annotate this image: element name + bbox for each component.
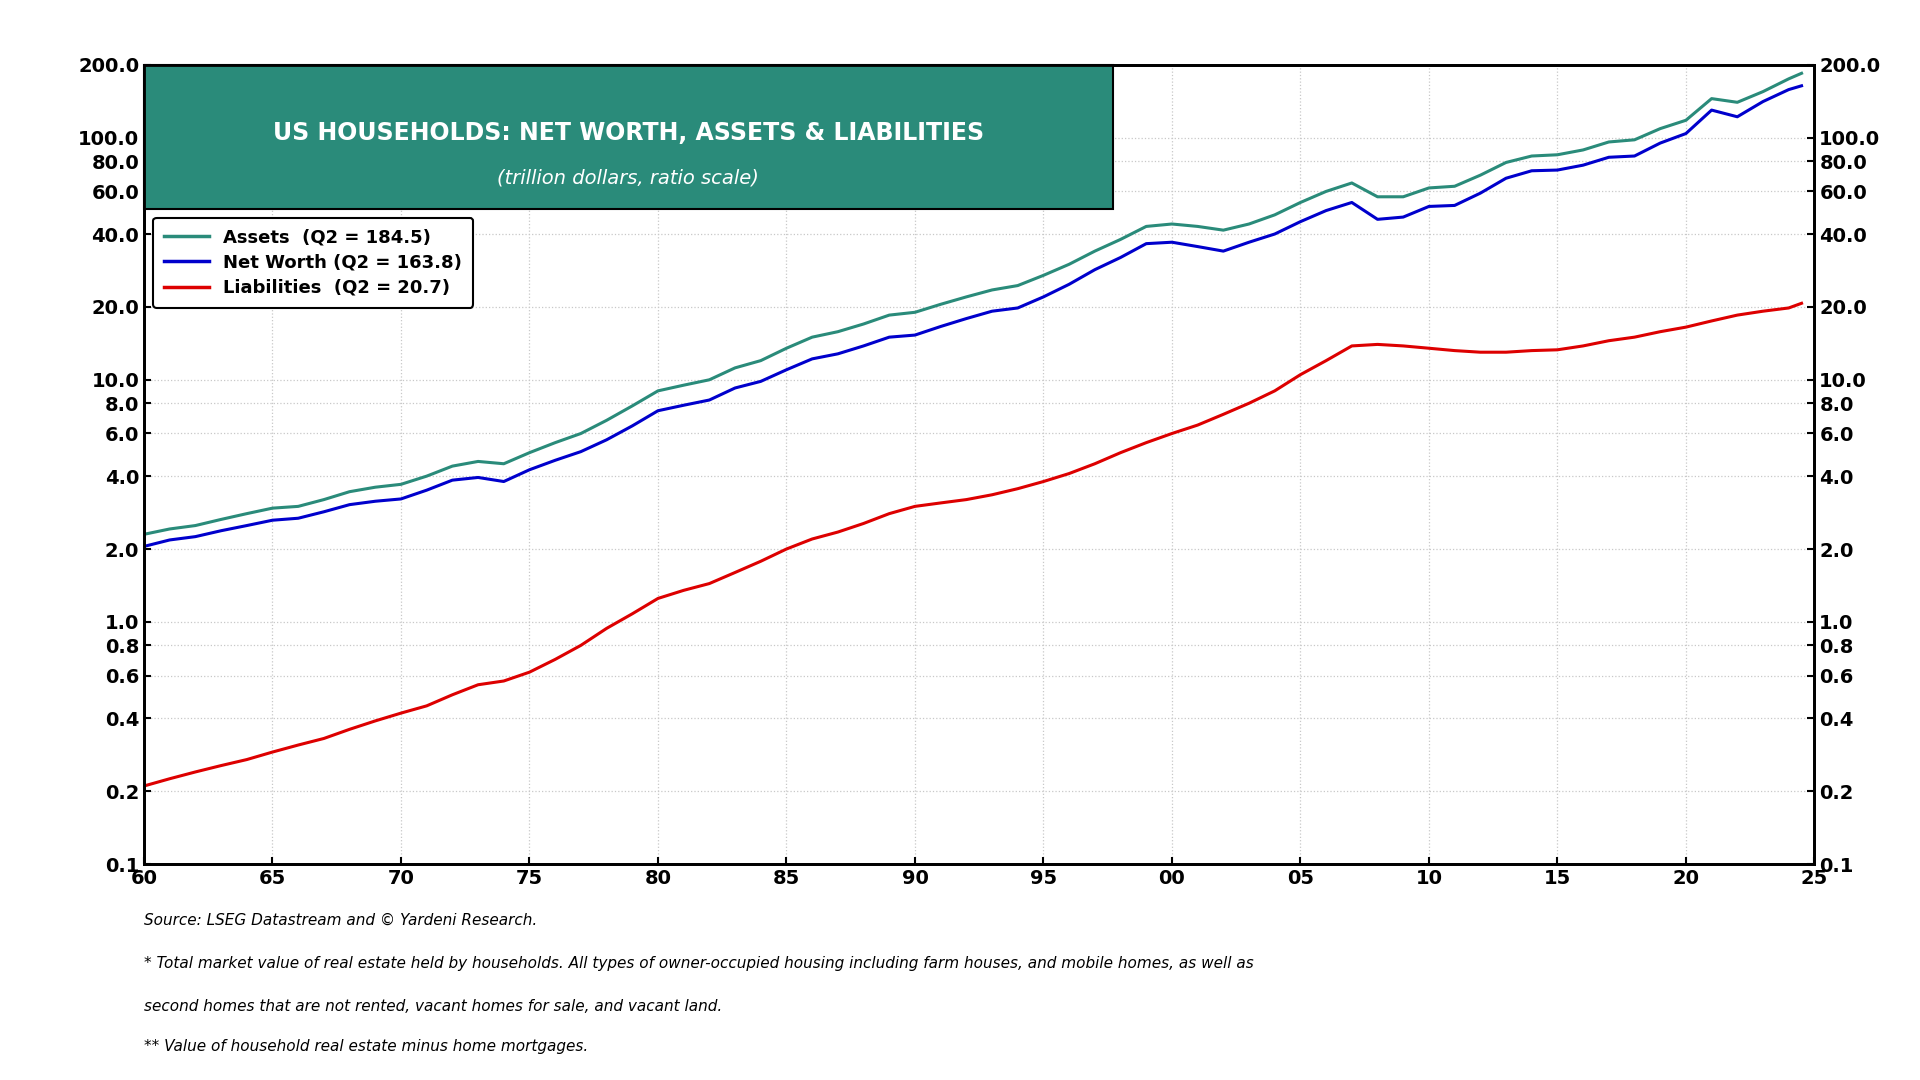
Text: ** Value of household real estate minus home mortgages.: ** Value of household real estate minus … — [144, 1039, 588, 1054]
Text: (trillion dollars, ratio scale): (trillion dollars, ratio scale) — [497, 168, 758, 188]
Bar — [144, 65, 1114, 208]
Text: US HOUSEHOLDS: NET WORTH, ASSETS & LIABILITIES: US HOUSEHOLDS: NET WORTH, ASSETS & LIABI… — [273, 121, 983, 145]
Text: * Total market value of real estate held by households. All types of owner-occup: * Total market value of real estate held… — [144, 956, 1254, 971]
Text: Source: LSEG Datastream and © Yardeni Research.: Source: LSEG Datastream and © Yardeni Re… — [144, 913, 538, 928]
Text: second homes that are not rented, vacant homes for sale, and vacant land.: second homes that are not rented, vacant… — [144, 999, 722, 1014]
Legend: Assets  (Q2 = 184.5), Net Worth (Q2 = 163.8), Liabilities  (Q2 = 20.7): Assets (Q2 = 184.5), Net Worth (Q2 = 163… — [154, 218, 472, 308]
